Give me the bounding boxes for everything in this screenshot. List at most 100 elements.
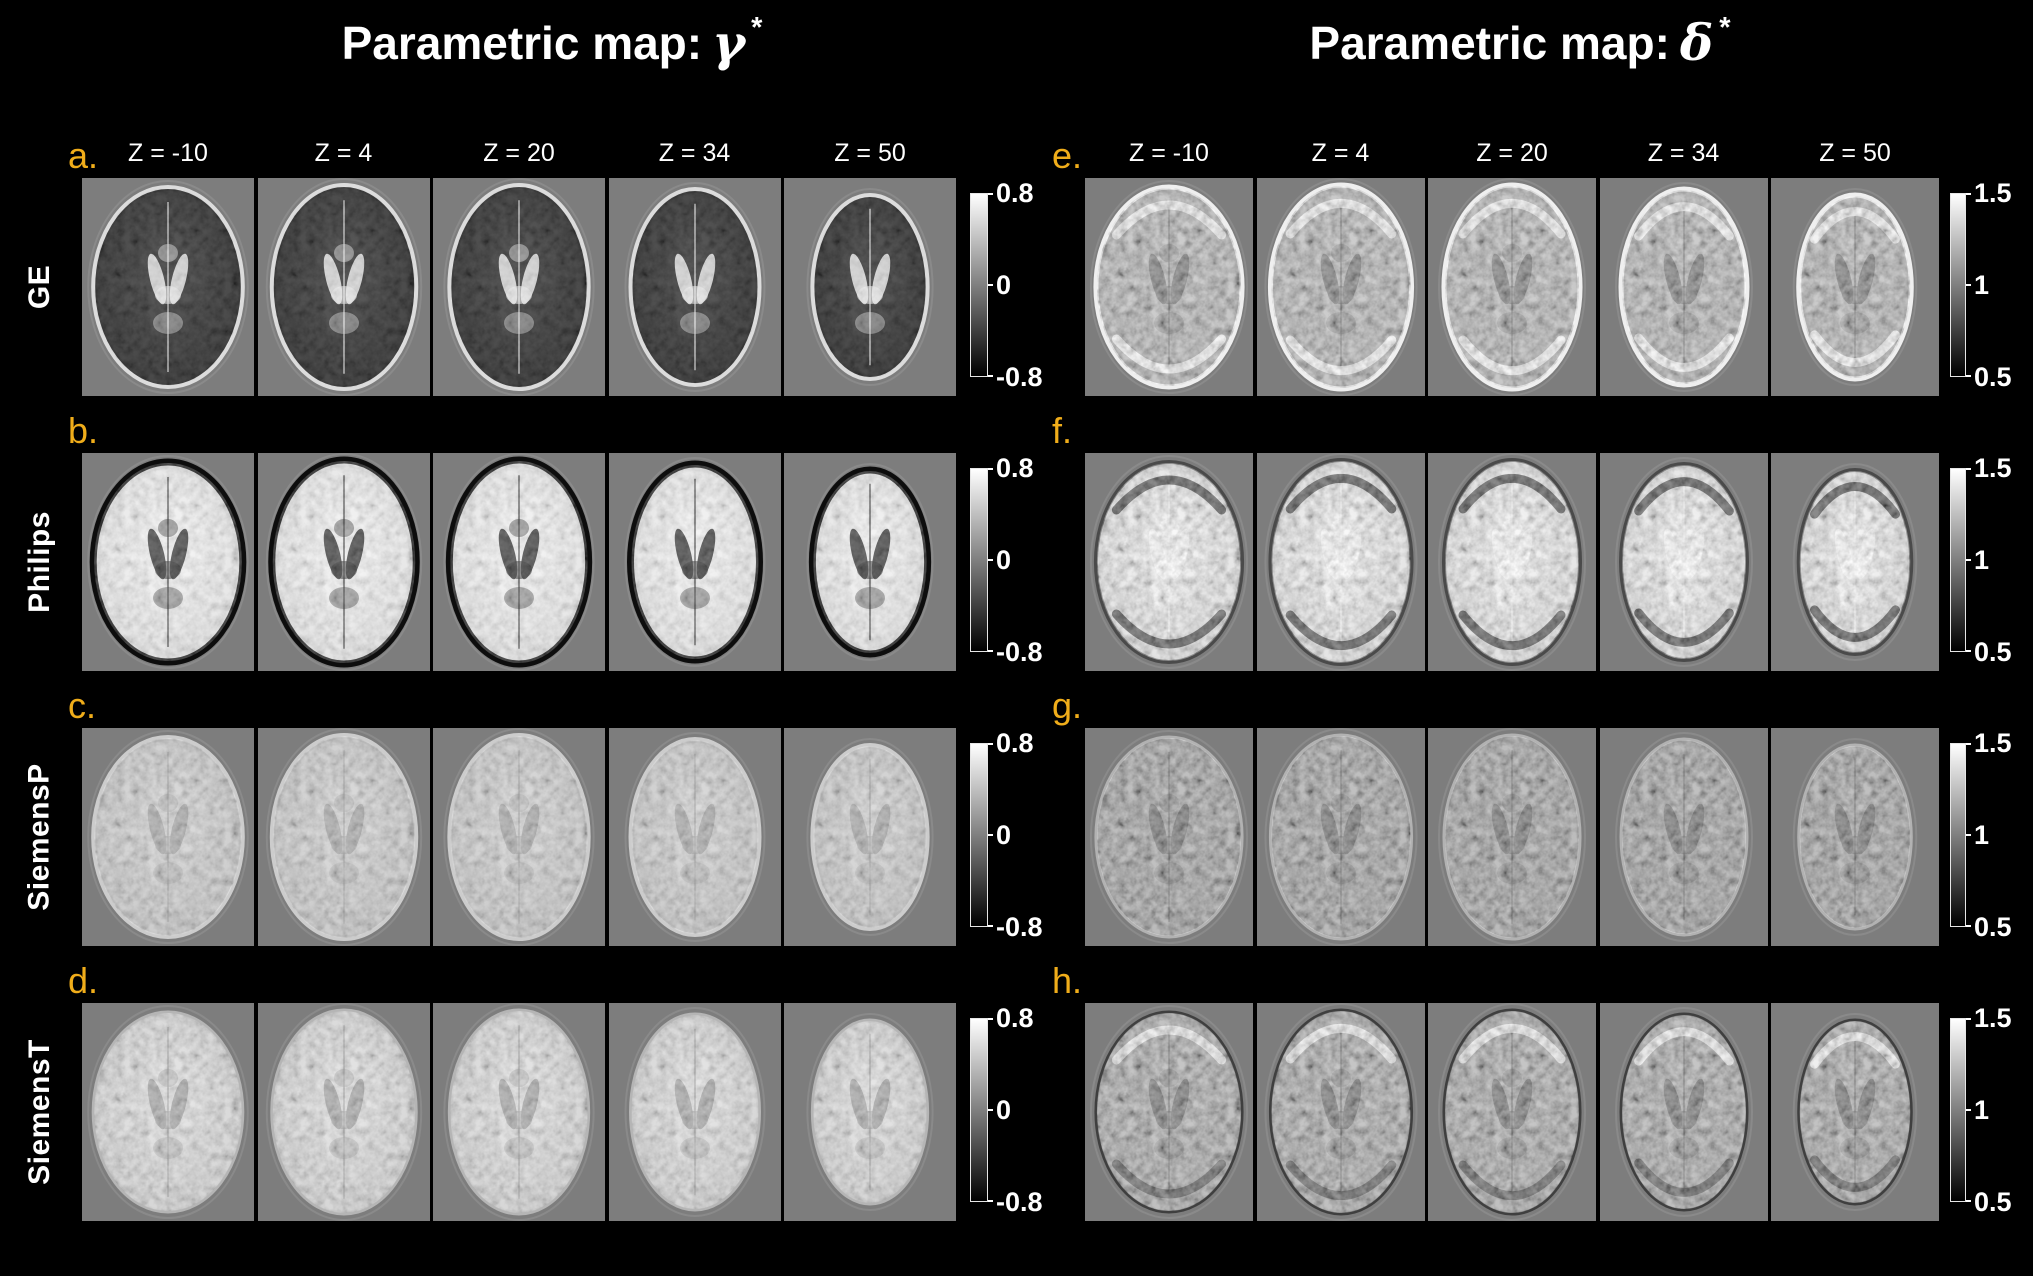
brain-slice-svg [87, 180, 249, 394]
colorbar-tick [1966, 743, 1971, 745]
brain-slice-svg [1089, 180, 1249, 394]
colorbar-tick [1966, 284, 1971, 286]
brain-slice-delta-GE-0 [1085, 178, 1253, 396]
colorbar-tick [988, 1018, 993, 1020]
brain-slice-delta-Philips-4 [1771, 453, 1939, 671]
panel-letter-b: b. [68, 410, 99, 451]
colorbar-label-max: 0.8 [996, 728, 1034, 758]
colorbar-tick [988, 375, 993, 377]
brain-slice-svg [624, 1007, 765, 1217]
brain-slice-delta-SiemensP-1 [1256, 728, 1425, 946]
panel-letter-a: a. [68, 135, 99, 176]
brain-slice-gamma-SiemensT-0 [82, 1003, 254, 1221]
colorbar-label-max: 1.5 [1974, 728, 2012, 758]
colorbar-tick [1966, 1109, 1971, 1111]
brain-slice-gamma-SiemensP-3 [608, 728, 781, 946]
brain-slice-delta-Philips-3 [1599, 453, 1768, 671]
colorbar-tick [1966, 193, 1971, 195]
colorbar-gamma-2 [970, 743, 988, 927]
brain-slice-gamma-SiemensT-2 [433, 1003, 605, 1221]
colorbar-tick [1966, 650, 1971, 652]
colorbar-label-min: -0.8 [996, 637, 1043, 667]
panel-letter-g: g. [1052, 685, 1083, 726]
colorbar-label-mid: 0 [996, 545, 1012, 575]
colorbar-label-mid: 1 [1974, 820, 1990, 850]
brain-slice-svg [1614, 1007, 1753, 1217]
column-header-gamma-3: Z = 34 [658, 139, 731, 167]
brain-slice-svg [1263, 1003, 1418, 1221]
scanner-label-text: SiemensP [23, 763, 57, 911]
column-header-delta-0: Z = -10 [1129, 139, 1209, 167]
colorbar-delta-0 [1950, 193, 1966, 377]
brain-slice-svg [624, 732, 765, 942]
colorbar-label-max: 1.5 [1974, 453, 2012, 483]
column-header-gamma-4: Z = 50 [834, 139, 906, 167]
brain-slice-gamma-GE-4 [784, 178, 956, 396]
brain-slice-delta-Philips-1 [1256, 453, 1425, 671]
colorbar-tick [1966, 1018, 1971, 1020]
brain-slice-svg [1437, 453, 1587, 671]
colorbar-label-min: 0.5 [1974, 912, 2012, 942]
column-header-gamma-0: Z = -10 [128, 139, 208, 167]
brain-slice-svg [265, 1003, 422, 1221]
brain-slice-svg [806, 188, 934, 386]
brain-slice-gamma-Philips-4 [784, 453, 956, 671]
colorbar-tick [1966, 468, 1971, 470]
brain-slice-svg [1437, 1003, 1587, 1221]
colorbar-tick [1966, 834, 1971, 836]
brain-slice-delta-SiemensP-3 [1599, 728, 1768, 946]
brain-slice-svg [1089, 455, 1249, 669]
brain-slice-svg [1614, 457, 1753, 667]
scanner-label-siemensp: SiemensP [0, 728, 80, 946]
brain-slice-svg [443, 728, 595, 946]
brain-slice-gamma-GE-2 [433, 178, 605, 396]
colorbar-tick [988, 284, 993, 286]
colorbar-label-min: -0.8 [996, 912, 1043, 942]
colorbar-label-mid: 0 [996, 820, 1012, 850]
colorbar-label-mid: 0 [996, 1095, 1012, 1125]
colorbar-tick [1966, 559, 1971, 561]
colorbar-delta-1 [1950, 468, 1966, 652]
brain-slice-svg [265, 728, 422, 946]
colorbar-label-mid: 1 [1974, 270, 1990, 300]
panel-title-delta: Parametric map: δ * [1085, 12, 1955, 82]
colorbar-label-max: 0.8 [996, 1003, 1034, 1033]
panel-letter-h: h. [1052, 960, 1083, 1001]
brain-slice-svg [87, 455, 249, 669]
brain-slice-svg [1263, 728, 1418, 946]
brain-slice-svg [624, 182, 765, 392]
scanner-label-text: SiemensT [23, 1039, 57, 1185]
brain-slice-svg [1263, 178, 1418, 396]
brain-slice-svg [806, 463, 934, 661]
column-header-delta-1: Z = 4 [1311, 139, 1370, 167]
colorbar-label-max: 1.5 [1974, 1003, 2012, 1033]
brain-slice-svg [265, 178, 422, 396]
brain-slice-gamma-SiemensT-1 [257, 1003, 430, 1221]
brain-slice-svg [806, 738, 934, 936]
panel-title-gamma: Parametric map: γ * [92, 12, 1012, 82]
colorbar-tick [1966, 1200, 1971, 1202]
column-header-gamma-1: Z = 4 [314, 139, 373, 167]
column-header-gamma-2: Z = 20 [483, 139, 555, 167]
brain-slice-svg [87, 730, 249, 944]
brain-slice-svg [1437, 728, 1587, 946]
colorbar-label-max: 1.5 [1974, 178, 2012, 208]
panel-letter-d: d. [68, 960, 99, 1001]
colorbar-tick [988, 650, 993, 652]
brain-slice-svg [1089, 730, 1249, 944]
brain-slice-delta-SiemensT-0 [1085, 1003, 1253, 1221]
colorbar-label-mid: 1 [1974, 1095, 1990, 1125]
scanner-label-text: GE [22, 264, 56, 310]
brain-slice-svg [1614, 182, 1753, 392]
brain-slice-svg [806, 1013, 934, 1211]
colorbar-tick [1966, 375, 1971, 377]
colorbar-label-max: 0.8 [996, 453, 1034, 483]
brain-slice-svg [265, 453, 422, 671]
column-header-delta-2: Z = 20 [1476, 139, 1548, 167]
title-superscript: * [751, 11, 763, 44]
title-superscript: * [1719, 11, 1731, 44]
brain-slice-svg [87, 1005, 249, 1219]
brain-slice-svg [1792, 738, 1918, 936]
brain-slice-svg [1792, 1013, 1918, 1211]
brain-slice-svg [443, 178, 595, 396]
